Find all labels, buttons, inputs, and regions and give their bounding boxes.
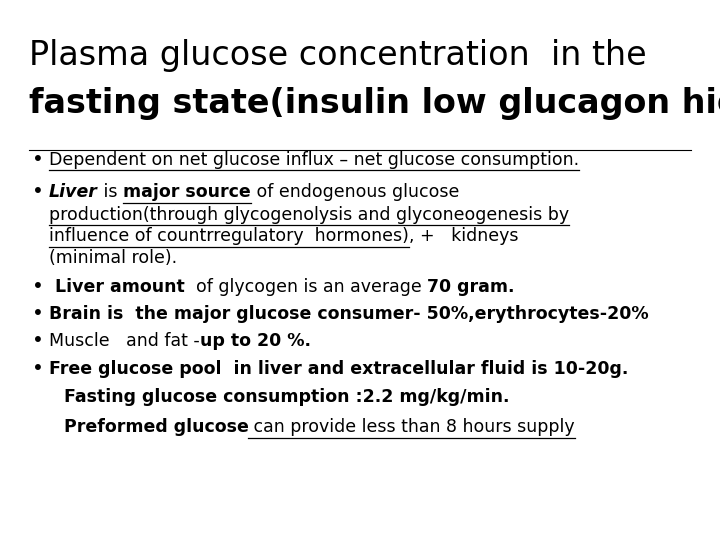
Text: major source: major source	[123, 183, 251, 201]
Text: Liver: Liver	[49, 183, 98, 201]
Text: •: •	[32, 150, 44, 168]
Text: influence of countrregulatory  hormones): influence of countrregulatory hormones)	[49, 227, 409, 245]
Text: 70 gram.: 70 gram.	[427, 278, 515, 295]
Text: up to 20 %.: up to 20 %.	[199, 332, 311, 349]
Text: is: is	[98, 183, 123, 201]
Text: •: •	[32, 303, 44, 322]
Text: Fasting glucose consumption :2.2 mg/kg/min.: Fasting glucose consumption :2.2 mg/kg/m…	[58, 388, 509, 406]
Text: Plasma glucose concentration  in the: Plasma glucose concentration in the	[29, 39, 647, 72]
Text: Free glucose pool  in liver and extracellular fluid is 10-20g.: Free glucose pool in liver and extracell…	[49, 360, 629, 377]
Text: •: •	[32, 330, 44, 349]
Text: fasting state(insulin low glucagon high): fasting state(insulin low glucagon high)	[29, 87, 720, 120]
Text: Muscle   and fat -: Muscle and fat -	[49, 332, 199, 349]
Text: of endogenous glucose: of endogenous glucose	[251, 183, 459, 201]
Text: can provide less than 8 hours supply: can provide less than 8 hours supply	[248, 418, 575, 436]
Text: Preformed glucose: Preformed glucose	[58, 418, 248, 436]
Text: •: •	[32, 359, 44, 377]
Text: Liver amount: Liver amount	[49, 278, 185, 295]
Text: , +   kidneys: , + kidneys	[409, 227, 518, 245]
Text: Dependent on net glucose influx – net glucose consumption.: Dependent on net glucose influx – net gl…	[49, 151, 579, 168]
Text: production(through glycogenolysis and glyconeogenesis by: production(through glycogenolysis and gl…	[49, 206, 569, 224]
Text: •: •	[32, 276, 44, 295]
Text: of glycogen is an average: of glycogen is an average	[185, 278, 427, 295]
Text: Brain is  the major glucose consumer- 50%,erythrocytes-20%: Brain is the major glucose consumer- 50%…	[49, 305, 649, 322]
Text: (minimal role).: (minimal role).	[49, 249, 177, 267]
Text: •: •	[32, 182, 44, 201]
